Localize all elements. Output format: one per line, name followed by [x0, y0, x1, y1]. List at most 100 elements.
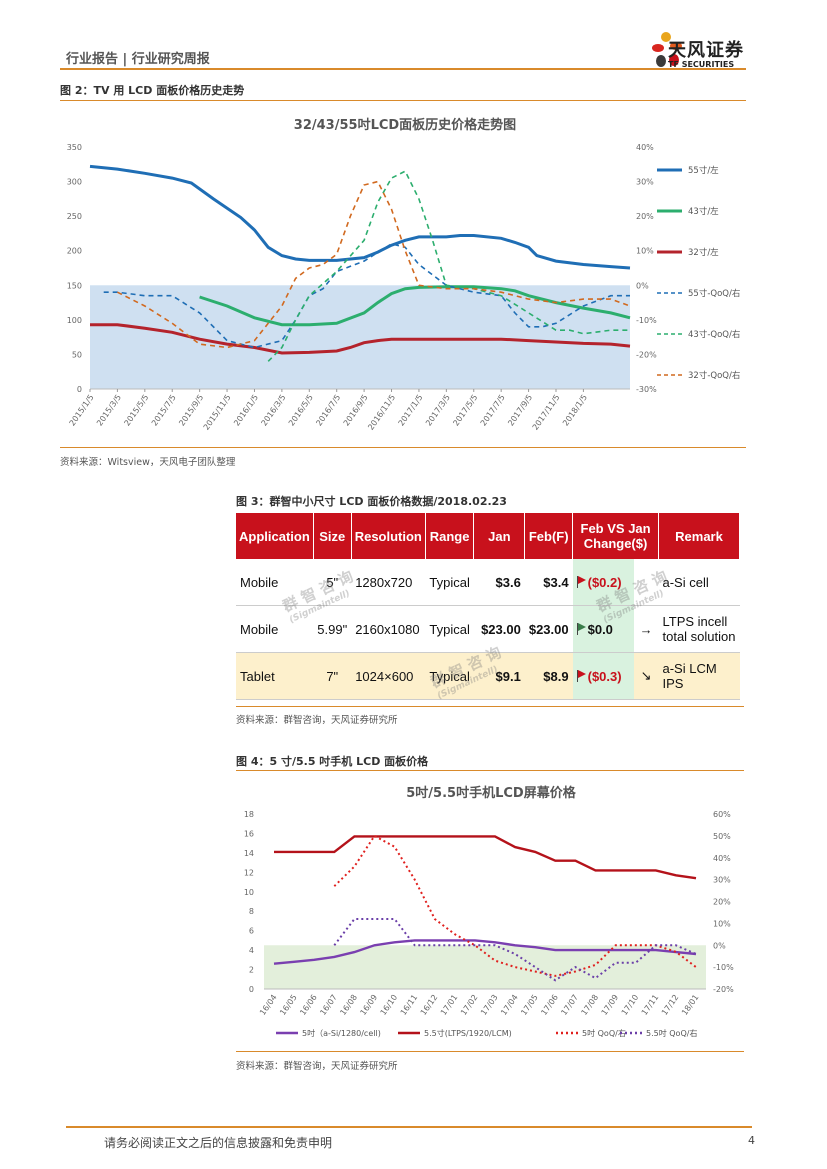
legend-label: 5吋（a-Si/1280/cell) — [302, 1028, 381, 1038]
x-tick-label: 16/07 — [318, 993, 339, 1017]
cell-change: ($0.2) — [572, 559, 634, 606]
cell-feb: $3.4 — [524, 559, 573, 606]
y-left-tick-label: 250 — [67, 212, 82, 221]
x-tick-label: 17/05 — [519, 993, 540, 1017]
x-tick-label: 16/10 — [379, 993, 400, 1017]
y-left-tick-label: 100 — [67, 316, 82, 325]
y-right-tick-label: 10% — [636, 247, 654, 256]
cell-jan: $9.1 — [473, 652, 525, 700]
x-tick-label: 17/07 — [559, 993, 580, 1017]
series-line-3 — [333, 834, 697, 977]
x-tick-label: 17/01 — [439, 993, 460, 1017]
shaded-band — [90, 285, 630, 389]
x-tick-label: 2015/9/5 — [177, 393, 205, 428]
y-left-tick-label: 4 — [249, 946, 254, 955]
legend-label: 43寸/左 — [688, 206, 719, 217]
series-line-1 — [89, 164, 631, 270]
tf-logo — [652, 32, 682, 67]
table-row: Tablet 7" 1024×600 Typical $9.1 $8.9 ($0… — [236, 652, 740, 700]
y-right-tick-label: 60% — [713, 810, 731, 819]
x-tick-label: 2017/3/5 — [424, 393, 452, 428]
x-tick-label: 2017/1/5 — [397, 393, 425, 428]
x-tick-label: 16/05 — [278, 993, 299, 1017]
chart-title: 32/43/55吋LCD面板历史价格走势图 — [294, 117, 516, 133]
figure3-source: 资料来源：群智咨询，天风证券研究所 — [236, 715, 398, 726]
cell-trend-down-arrow: ↘ — [633, 652, 659, 700]
y-left-tick-label: 18 — [244, 810, 254, 819]
green-flag-icon — [576, 622, 587, 635]
col-range: Range — [425, 513, 475, 559]
y-right-tick-label: 40% — [636, 143, 654, 152]
x-tick-label: 2016/5/5 — [287, 393, 315, 428]
logo-petal-icon — [652, 44, 664, 52]
logo-english-name: TF SECURITIES — [668, 60, 735, 69]
report-section-label: 行业报告 | 行业研究周报 — [66, 52, 210, 67]
y-left-tick-label: 0 — [249, 985, 254, 994]
col-remark: Remark — [658, 513, 740, 559]
col-jan: Jan — [473, 513, 526, 559]
legend-label: 32寸-QoQ/右 — [688, 370, 740, 381]
logo-petal-icon — [669, 54, 679, 66]
x-tick-label: 17/04 — [499, 993, 520, 1017]
footer-rule — [66, 1126, 752, 1128]
cell-resolution: 1024×600 — [351, 652, 426, 700]
y-left-tick-label: 14 — [244, 849, 254, 858]
cell-application: Tablet — [236, 652, 314, 700]
x-tick-label: 2017/9/5 — [506, 393, 534, 428]
y-left-tick-label: 0 — [77, 385, 82, 394]
y-right-tick-label: 30% — [636, 178, 654, 187]
x-tick-label: 17/02 — [459, 993, 480, 1017]
y-right-tick-label: 0% — [636, 281, 649, 290]
col-size: Size — [313, 513, 352, 559]
y-left-tick-label: 2 — [249, 966, 254, 975]
x-tick-label: 2016/1/5 — [232, 393, 260, 428]
logo-chinese-name: 天风证券 — [668, 40, 744, 61]
x-tick-label: 2016/7/5 — [314, 393, 342, 428]
lcd-price-table: Application Size Resolution Range Jan Fe… — [236, 513, 740, 700]
series-line-2 — [199, 285, 631, 327]
col-change: Feb VS Jan Change($) — [572, 513, 659, 559]
cell-size: 5.99" — [313, 605, 352, 653]
figure4-bottom-rule — [236, 1051, 744, 1052]
table-row: Mobile 5" 1280x720 Typical $3.6 $3.4 ($0… — [236, 559, 740, 606]
table-header-row: Application Size Resolution Range Jan Fe… — [236, 513, 740, 559]
x-tick-label: 2016/9/5 — [342, 393, 370, 428]
col-feb: Feb(F) — [524, 513, 574, 559]
col-resolution: Resolution — [351, 513, 426, 559]
y-right-tick-label: -10% — [636, 316, 657, 325]
x-tick-label: 2017/7/5 — [479, 393, 507, 428]
x-tick-label: 2016/11/5 — [366, 393, 397, 432]
x-tick-label: 2018/1/5 — [561, 393, 589, 428]
y-right-tick-label: -20% — [713, 985, 734, 994]
y-left-tick-label: 50 — [72, 350, 82, 359]
x-tick-label: 16/08 — [338, 993, 359, 1017]
series-line-5 — [267, 170, 630, 362]
change-value: $0.0 — [587, 621, 613, 637]
series-line-2 — [274, 835, 697, 880]
legend-label: 55寸-QoQ/右 — [688, 288, 740, 299]
x-tick-label: 16/12 — [419, 993, 440, 1017]
legend-label: 43寸-QoQ/右 — [688, 329, 740, 340]
figure3-bottom-rule — [236, 706, 744, 707]
cell-remark: LTPS incell total solution — [658, 605, 740, 653]
change-value: ($0.3) — [587, 668, 622, 684]
logo-petal-icon — [656, 55, 666, 67]
change-value: ($0.2) — [587, 574, 622, 590]
col-application: Application — [236, 513, 314, 559]
cell-remark: a-Si LCM IPS — [658, 652, 740, 700]
y-right-tick-label: 10% — [713, 919, 731, 928]
x-tick-label: 18/01 — [680, 993, 701, 1017]
figure2-caption-rule — [60, 100, 746, 101]
cell-remark: a-Si cell — [658, 559, 740, 606]
legend-label: 5.5吋 QoQ/右 — [646, 1028, 697, 1038]
legend-label: 5.5寸(LTPS/1920/LCM) — [424, 1028, 512, 1038]
y-right-tick-label: 20% — [636, 212, 654, 221]
x-tick-label: 17/12 — [660, 993, 681, 1017]
figure2-caption: 图 2：TV 用 LCD 面板价格历史走势 — [60, 84, 245, 97]
cell-feb: $23.00 — [524, 605, 573, 653]
cell-change: ($0.3) — [572, 652, 634, 700]
x-tick-label: 2015/1/5 — [68, 393, 96, 428]
x-tick-label: 17/06 — [539, 993, 560, 1017]
x-tick-label: 2015/7/5 — [150, 393, 178, 428]
figure2-source: 资料来源：Witsview，天风电子团队整理 — [60, 457, 236, 468]
